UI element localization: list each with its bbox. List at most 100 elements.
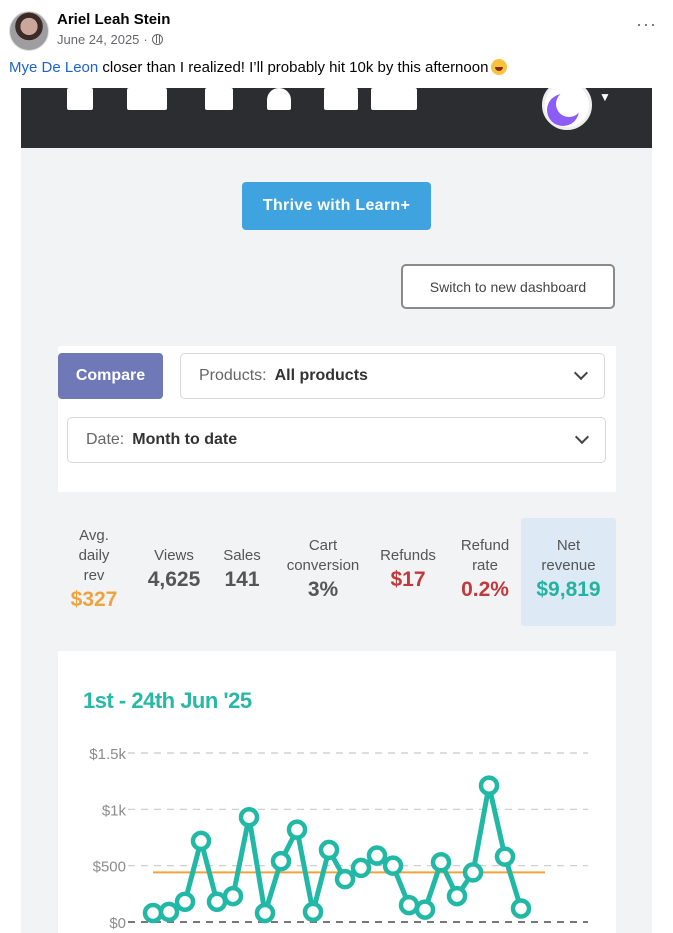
data-point — [206, 891, 228, 912]
stat-label: Views — [154, 547, 194, 564]
x-tick-label: 1st — [143, 931, 164, 933]
graduation-cap-icon[interactable] — [371, 88, 417, 110]
chevron-down-icon — [574, 429, 590, 445]
stat-value: 141 — [224, 568, 260, 591]
caption-text: closer than I realized! I’ll probably hi… — [98, 59, 489, 76]
y-tick-label: $0 — [109, 915, 126, 932]
data-point — [430, 852, 452, 873]
stat-label: Cart — [308, 537, 338, 554]
x-tick-label: 16th — [378, 931, 407, 933]
x-tick-label: 7th — [239, 931, 260, 933]
data-point — [222, 885, 244, 907]
dashboard-top-nav: ▼ — [21, 88, 652, 148]
user-icon[interactable] — [267, 88, 291, 110]
x-tick-label: 10th — [282, 931, 311, 933]
author-name[interactable]: Ariel Leah Stein — [57, 11, 171, 28]
post-date[interactable]: June 24, 2025 — [57, 32, 140, 47]
revenue-line-chart: $0 $500 $1k $1.5k 1st 4th 7th 10th 13th 16th 19th 2… — [89, 746, 599, 933]
data-point — [398, 894, 420, 916]
author-avatar[interactable] — [9, 11, 49, 51]
data-point — [270, 850, 292, 872]
chevron-down-icon — [573, 365, 589, 381]
data-point — [142, 902, 164, 924]
y-tick-label: $1k — [102, 802, 127, 819]
mention-link[interactable]: Mye De Leon — [9, 59, 99, 76]
data-point — [382, 855, 404, 876]
more-options-button[interactable]: ··· — [636, 14, 657, 34]
stat-refund-rate: Refund rate 0.2% — [450, 536, 520, 600]
dashboard-screenshot: ▼ Thrive with Learn+ Switch to new dashb… — [21, 88, 652, 933]
globe-icon — [151, 34, 163, 45]
stat-value: 3% — [307, 578, 339, 601]
date-label: Date: — [86, 431, 125, 448]
stat-value: $9,819 — [536, 578, 601, 601]
date-select[interactable]: Date: Month to date — [67, 417, 606, 463]
data-point — [414, 899, 436, 920]
stat-value: 4,625 — [147, 568, 201, 591]
data-point — [254, 902, 276, 924]
stat-label: Refund — [460, 537, 510, 554]
data-point — [190, 830, 212, 852]
stat-label: Sales — [223, 547, 261, 564]
data-point — [366, 845, 388, 866]
stat-refunds: Refunds $17 — [368, 546, 448, 590]
data-point — [158, 901, 180, 923]
analytics-icon[interactable] — [127, 88, 167, 110]
stat-cart-conversion: Cart conversion 3% — [278, 536, 368, 600]
x-tick-label: 25th — [522, 931, 551, 933]
data-point — [318, 839, 340, 861]
data-point — [494, 846, 516, 867]
stat-label: Refunds — [380, 547, 436, 564]
data-point — [510, 898, 532, 919]
stat-sales: Sales 141 — [213, 546, 271, 590]
stat-value: 0.2% — [461, 578, 509, 601]
profile-avatar[interactable] — [542, 88, 592, 130]
data-point — [478, 775, 500, 796]
y-tick-label: $500 — [93, 859, 126, 876]
stat-label: rev — [83, 567, 105, 584]
chevron-down-icon[interactable]: ▼ — [599, 90, 611, 104]
stat-label: daily — [78, 547, 110, 564]
meta-separator: · — [143, 32, 148, 47]
thrive-button[interactable]: Thrive with Learn+ — [242, 182, 431, 230]
post-meta: June 24, 2025 · — [57, 32, 163, 47]
stat-label: Net — [556, 537, 581, 554]
compare-button[interactable]: Compare — [58, 353, 163, 399]
data-point — [286, 819, 308, 840]
products-value: All products — [274, 367, 368, 384]
stat-views: Views 4,625 — [138, 546, 210, 590]
data-point — [334, 868, 356, 890]
products-select[interactable]: Products: All products — [180, 353, 605, 399]
data-point — [302, 901, 324, 923]
switch-dashboard-button[interactable]: Switch to new dashboard — [401, 264, 615, 309]
revenue-chart: 1st - 24th Jun '25 $0 $500 $1k $1.5k 1st 4th 7… — [58, 651, 616, 933]
data-point — [462, 862, 484, 883]
x-tick-label: 28th — [570, 931, 599, 933]
x-tick-label: 22nd — [472, 931, 505, 933]
stat-label: rate — [472, 557, 498, 574]
stat-label: Avg. — [79, 527, 109, 544]
stat-label: revenue — [541, 557, 596, 574]
x-tick-label: 19th — [426, 931, 455, 933]
laughing-emoji-icon — [491, 59, 508, 75]
y-tick-label: $1.5k — [89, 746, 126, 763]
data-point — [446, 885, 468, 907]
stat-value: $17 — [390, 568, 426, 591]
date-value: Month to date — [132, 431, 238, 448]
stat-label: conversion — [286, 557, 360, 574]
list-icon[interactable] — [205, 88, 233, 110]
stat-value: $327 — [70, 588, 118, 611]
filters-panel: Compare Products: All products Date: Mon… — [58, 346, 616, 492]
chart-title: 1st - 24th Jun '25 — [83, 688, 252, 713]
net-revenue-highlight — [521, 518, 616, 626]
products-label: Products: — [199, 367, 267, 384]
data-point — [174, 891, 196, 912]
stat-avg-daily-rev: Avg. daily rev $327 — [58, 526, 130, 610]
handshake-icon[interactable] — [324, 88, 358, 110]
x-tick-label: 13th — [330, 931, 359, 933]
grid-icon[interactable] — [67, 88, 93, 110]
stat-net-revenue: Net revenue $9,819 — [521, 536, 616, 600]
post-caption: Mye De Leon closer than I realized! I’ll… — [9, 59, 508, 76]
x-tick-label: 4th — [191, 931, 212, 933]
